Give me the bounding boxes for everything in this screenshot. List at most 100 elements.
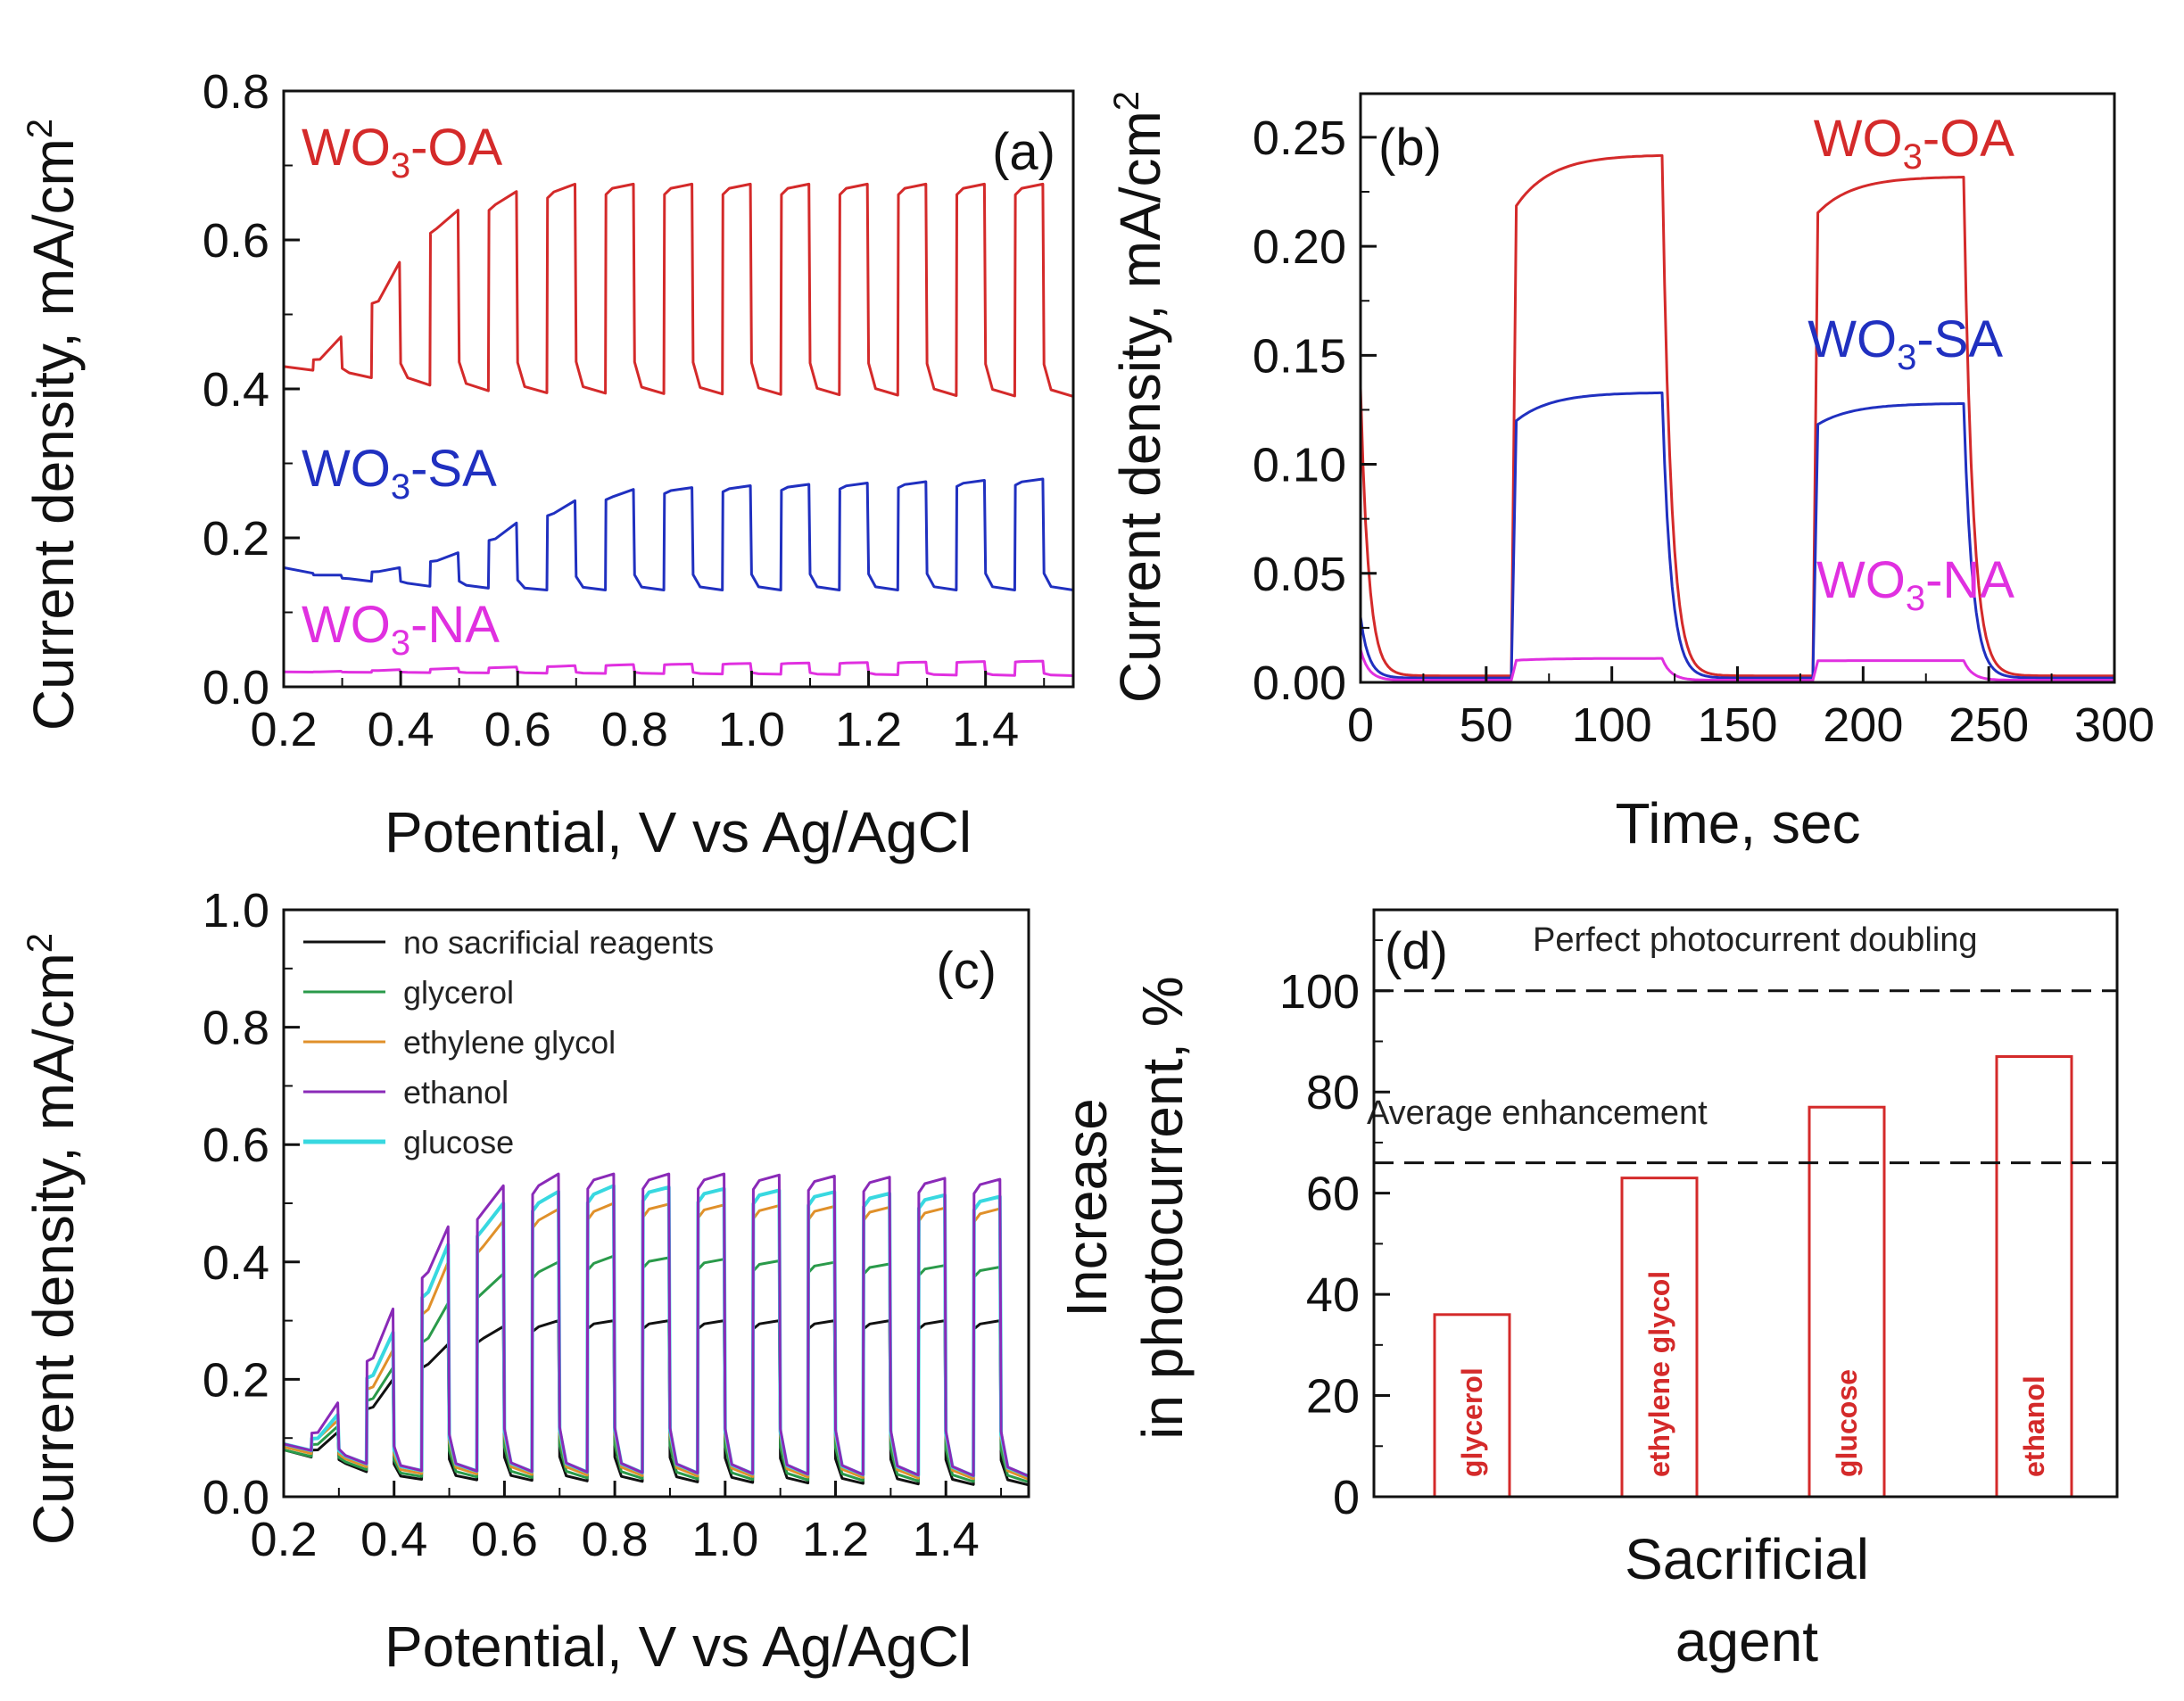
series-label-base: WO [1814, 110, 1903, 168]
legend-label-none: no sacrificial reagents [403, 924, 714, 961]
panel-letter: (a) [992, 123, 1055, 181]
series-label-sa: WO3-SA [302, 440, 497, 507]
y-tick-label: 0.8 [203, 1002, 269, 1055]
bar-label-glucose: glucose [1831, 1369, 1863, 1477]
series-label-subscript: 3 [391, 623, 410, 663]
y-tick-label: 0.4 [203, 363, 269, 417]
x-tick-label: 1.2 [802, 1513, 869, 1566]
x-tick-label: 0.4 [360, 1513, 427, 1566]
y-tick-label: 0.0 [203, 1471, 269, 1524]
bar-label-ethylene-glycol: ethylene glycol [1643, 1271, 1675, 1477]
y-axis-title: Current density, mA/cm2 [21, 933, 86, 1545]
y-tick-label: 0.10 [1253, 439, 1346, 492]
y-tick-label: 0.15 [1253, 329, 1346, 383]
y-tick-label: 20 [1306, 1370, 1360, 1424]
x-tick-label: 0.6 [471, 1513, 538, 1566]
series-label-base: WO [302, 440, 391, 498]
x-tick-label: 1.4 [913, 1513, 980, 1566]
x-tick-label: 0 [1347, 698, 1374, 752]
series-label-suffix: -NA [410, 596, 500, 654]
series-line-sa [283, 477, 1074, 591]
y-axis-title: Current density, mA/cm2 [1107, 91, 1172, 703]
x-tick-label: 1.4 [952, 703, 1019, 756]
y-tick-label: 0.2 [203, 512, 269, 566]
y-axis-title-superscript: 2 [21, 119, 60, 138]
legend-label-ethanol: ethanol [403, 1074, 509, 1111]
x-tick-label: 300 [2074, 698, 2155, 752]
legend-label-glucose: glucose [403, 1124, 514, 1160]
x-tick-label: 150 [1697, 698, 1777, 752]
y-axis-title-text: Current density, mA/cm [21, 138, 86, 731]
series-label-sa: WO3-SA [1808, 310, 2003, 377]
y-tick-label: 0.20 [1253, 220, 1346, 274]
y-tick-label: 80 [1306, 1066, 1360, 1119]
x-axis-title-line-1: Sacrificial [1625, 1527, 1869, 1591]
panel-a: 0.00.20.40.60.80.2 0.4 0.6 0.8 1.0 1.2 1.4(a)W… [21, 65, 1075, 864]
x-tick-label: 0.8 [582, 1513, 649, 1566]
series-line-oa [283, 182, 1074, 398]
y-tick-label: 0.00 [1253, 656, 1346, 710]
legend-label-ethylene_glycol: ethylene glycol [403, 1024, 616, 1061]
series-label-base: WO [302, 596, 391, 654]
y-axis-title-superscript: 2 [21, 933, 60, 953]
series-label-subscript: 3 [1903, 137, 1923, 177]
y-tick-label: 0.6 [203, 214, 269, 268]
series-label-suffix: -OA [410, 119, 502, 177]
x-tick-label: 0.8 [601, 703, 668, 756]
x-tick-label: 250 [1948, 698, 2029, 752]
y-axis-title-superscript: 2 [1107, 91, 1146, 111]
y-tick-label: 100 [1279, 965, 1360, 1019]
series-label-subscript: 3 [391, 467, 410, 507]
bar-glycerol [1433, 1313, 1511, 1499]
y-tick-label: 40 [1306, 1268, 1360, 1322]
series-label-base: WO [302, 119, 391, 177]
series-label-na: WO3-NA [302, 596, 500, 663]
x-tick-label: 0.2 [250, 1513, 317, 1566]
bar-ethanol [1995, 1055, 2073, 1499]
y-tick-label: 0.6 [203, 1119, 269, 1172]
series-label-subscript: 3 [1897, 338, 1916, 377]
panel-c: 0.00.20.40.60.81.00.2 0.4 0.6 0.8 1.0 1.2 1.4(… [21, 884, 1030, 1679]
y-tick-label: 0.25 [1253, 111, 1346, 165]
x-tick-label: 0.2 [250, 703, 317, 756]
x-tick-label: 0.4 [368, 703, 434, 756]
y-tick-label: 0.8 [203, 65, 269, 119]
x-axis-title: Time, sec [1616, 791, 1861, 855]
panel-letter: (c) [936, 942, 997, 1000]
panel-letter: (d) [1385, 922, 1448, 980]
series-label-base: WO [1808, 310, 1897, 368]
x-tick-label: 1.0 [718, 703, 785, 756]
y-axis-title-text: Current density, mA/cm [21, 953, 86, 1545]
series-label-suffix: -OA [1923, 110, 2014, 168]
x-axis-title-line-2: agent [1675, 1609, 1818, 1673]
series-label-na: WO3-NA [1816, 551, 2014, 618]
panel-letter: (b) [1378, 119, 1442, 177]
x-tick-label: 1.0 [691, 1513, 758, 1566]
series-label-suffix: -NA [1925, 551, 2014, 609]
series-label-base: WO [1816, 551, 1906, 609]
x-tick-label: 0.6 [484, 703, 551, 756]
series-label-oa: WO3-OA [1814, 110, 2015, 177]
y-tick-label: 0.0 [203, 661, 269, 714]
x-tick-label: 100 [1572, 698, 1652, 752]
y-tick-label: 0 [1333, 1471, 1360, 1524]
panel-d: glycerol ethylene glycol glucose ethanol Per… [1055, 908, 2119, 1673]
y-tick-label: 0.4 [203, 1236, 269, 1290]
series-line-ethanol [283, 1172, 1030, 1478]
plot-frame [1372, 908, 2119, 1499]
series-line-na [283, 659, 1074, 677]
series-label-suffix: -SA [1916, 310, 2003, 368]
x-tick-label: 200 [1823, 698, 1903, 752]
legend-label-glycerol: glycerol [403, 974, 514, 1011]
y-tick-label: 1.0 [203, 884, 269, 937]
series-label-subscript: 3 [1906, 579, 1925, 618]
series-label-oa: WO3-OA [302, 119, 503, 186]
y-axis-title-line-1: Increase [1055, 1098, 1119, 1317]
bar-label-ethanol: ethanol [2018, 1375, 2050, 1477]
panel-b: 0.00 0.05 0.10 0.15 0.20 0.25 0 50 100 150 200 250 3… [1107, 91, 2155, 855]
x-axis-title: Potential, V vs Ag/AgCl [385, 800, 972, 864]
x-tick-label: 50 [1460, 698, 1513, 752]
reference-label-0: Perfect photocurrent doubling [1533, 921, 1978, 959]
y-axis-title-line-2: in photocurrent, % [1130, 976, 1195, 1439]
series-label-suffix: -SA [410, 440, 497, 498]
